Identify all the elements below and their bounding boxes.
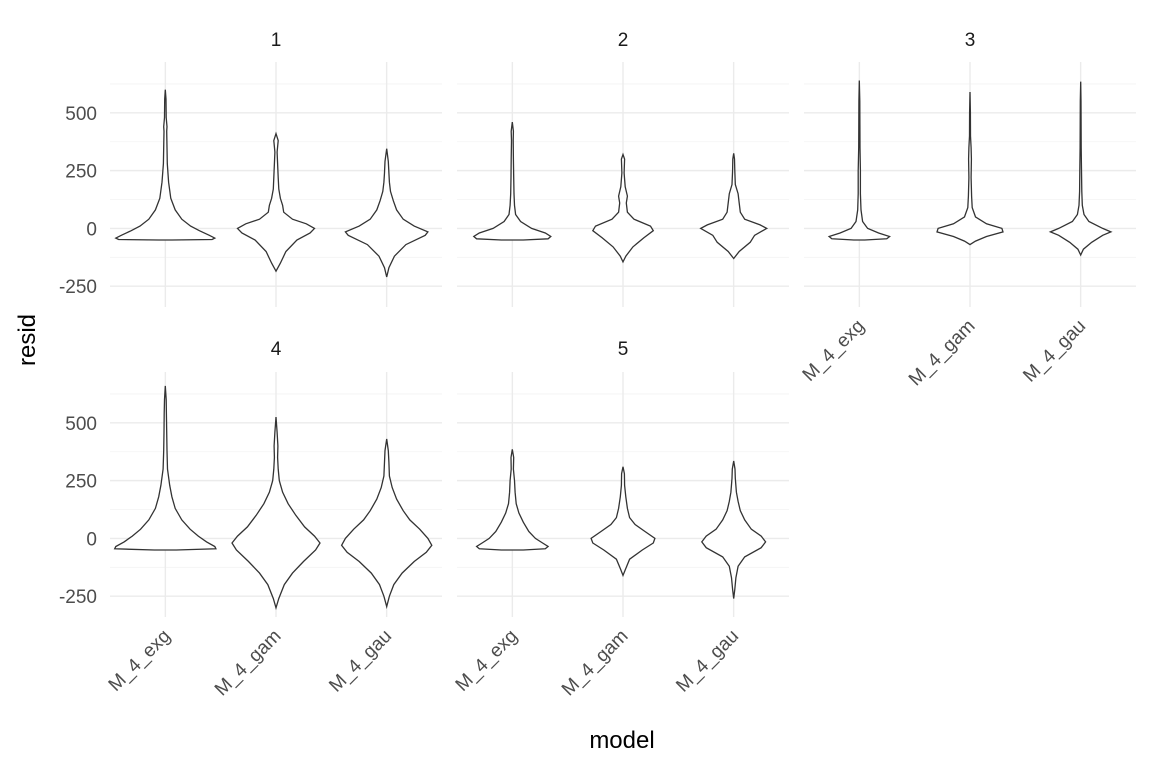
violin-5-M_4_gam [590,466,656,578]
violin-1-M_4_gau [344,148,429,278]
facet-panel-5: 5 M_4_exg M_4_gam M_4_gau [452,339,789,700]
facet-panel-2: 2 [457,30,789,307]
y-tick-label: 250 [65,472,97,493]
x-tick-label: M_4_exg [799,316,869,386]
violin-3-M_4_gau [1048,81,1113,257]
violin-5-M_4_exg [475,449,550,551]
violin-3-M_4_exg [827,80,891,241]
violin-2-M_4_gam [591,152,655,264]
x-tick-label: M_4_gam [211,626,286,701]
facet-strip-label: 5 [618,339,629,360]
facet-panel-4: 4 -250 0 250 500 M_4_exg M_4_gam M_4_gau [59,339,442,700]
violin-4-M_4_gam [231,417,321,611]
facet-strip-label: 1 [271,30,282,51]
y-axis-title: resid [14,314,41,366]
x-tick-label: M_4_gam [558,626,633,701]
violin-1-M_4_gam [236,131,316,273]
x-tick-label: M_4_gau [325,626,396,697]
violin-2-M_4_gau [699,153,769,260]
violin-3-M_4_gam [936,91,1004,246]
violin-5-M_4_gau [700,460,767,599]
y-tick-label: 0 [86,529,97,550]
y-tick-label: 500 [65,104,97,125]
facet-strip-label: 3 [965,30,976,51]
y-tick-label: -250 [59,277,97,298]
violin-1-M_4_exg [114,89,217,241]
y-tick-label: 500 [65,414,97,435]
violin-2-M_4_exg [472,122,552,241]
x-tick-label: M_4_exg [105,626,175,696]
violin-4-M_4_gau [340,438,433,610]
facet-strip-label: 4 [271,339,282,360]
x-tick-label: M_4_exg [452,626,522,696]
x-tick-label: M_4_gam [905,316,980,391]
y-tick-label: 0 [86,219,97,240]
facet-panel-1: 1 -250 0 250 500 [59,30,442,307]
facet-panels: 1 -250 0 250 500 2 3 M_4_exg M_4_gam M_4_gau 4 -250… [59,30,1136,700]
x-tick-label: M_4_gau [672,626,743,697]
facet-panel-3: 3 M_4_exg M_4_gam M_4_gau [799,30,1136,390]
facet-strip-label: 2 [618,30,629,51]
x-tick-label: M_4_gau [1019,316,1090,387]
y-tick-label: -250 [59,587,97,608]
y-tick-label: 250 [65,162,97,183]
x-axis-title: model [589,727,654,754]
violin-4-M_4_exg [113,385,217,551]
